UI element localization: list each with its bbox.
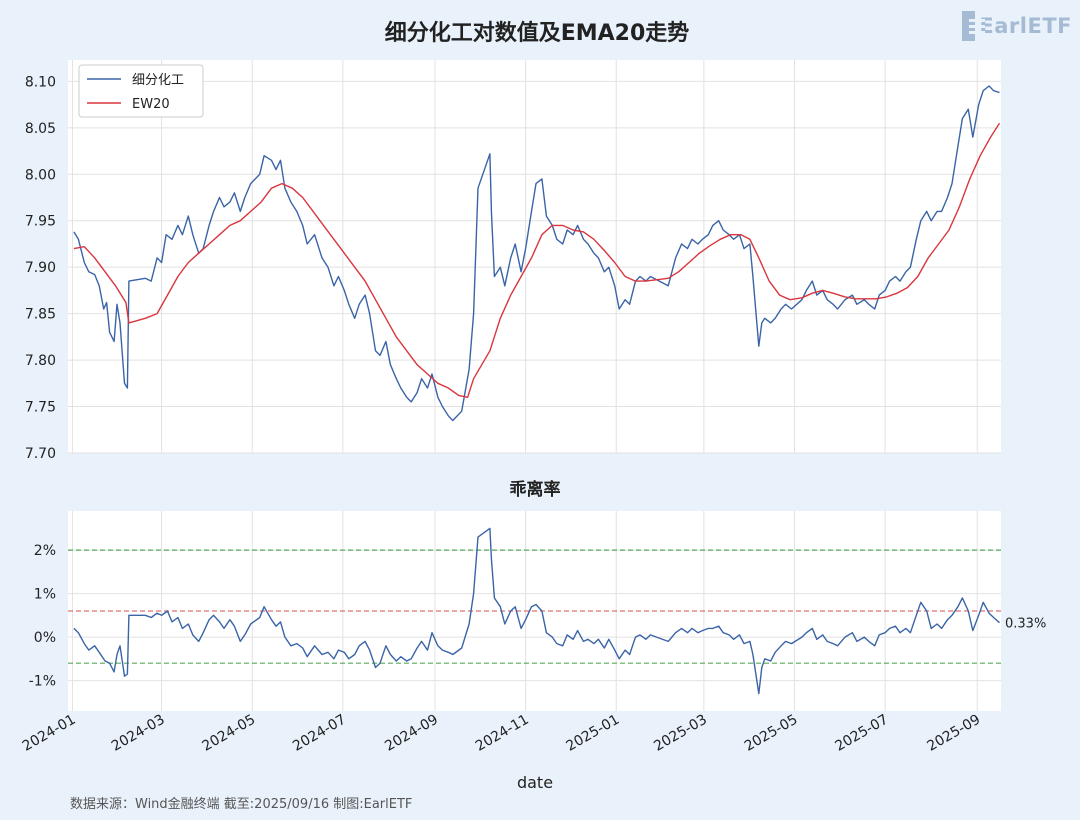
bias-y-axis: -1% 0% 1% 2% <box>29 543 56 689</box>
reference-lines <box>68 549 1001 664</box>
bias-panel: -1% 0% 1% 2% 0.33% <box>29 511 1046 711</box>
price-y-tick-label: 7.95 <box>25 214 56 230</box>
x-tick-label: 2025-01 <box>564 712 623 755</box>
last-value-label: 0.33% <box>1005 617 1046 632</box>
price-panel: 7.70 7.75 7.80 7.85 7.90 7.95 8.00 8.05 8.10 细分化… <box>25 60 1001 462</box>
legend-box <box>78 64 204 118</box>
legend: 细分化工 EW20 <box>78 64 204 118</box>
x-axis: 2024-01 2024-03 2024-05 2024-07 2024-09 2024-… <box>20 712 983 755</box>
x-tick-label: 2025-05 <box>742 712 801 755</box>
bias-y-tick-label: 1% <box>34 587 56 603</box>
series-line-xifen-huagong <box>73 85 1000 422</box>
x-axis-label: date <box>517 773 553 792</box>
bias-subtitle: 乖离率 <box>510 479 561 500</box>
price-y-axis: 7.70 7.75 7.80 7.85 7.90 7.95 8.00 8.05 8.10 <box>25 74 56 462</box>
earletf-logo: EarlETF <box>962 8 1072 44</box>
x-tick-label: 2024-09 <box>382 712 441 755</box>
x-tick-label: 2024-11 <box>473 712 532 755</box>
bias-lines <box>73 527 1000 695</box>
logo-icon <box>962 11 986 41</box>
price-y-tick-label: 7.75 <box>25 400 56 416</box>
price-y-tick-label: 7.85 <box>25 307 56 323</box>
x-tick-label: 2024-07 <box>290 712 349 755</box>
price-y-tick-label: 7.70 <box>25 446 56 462</box>
source-note: 数据来源：Wind金融终端 截至:2025/09/16 制图:EarlETF <box>70 796 412 812</box>
series-line-ew20 <box>73 122 1001 398</box>
legend-label-ema: EW20 <box>132 97 170 112</box>
x-tick-label: 2025-07 <box>832 712 891 755</box>
price-lines <box>73 85 1001 422</box>
x-tick-label: 2025-09 <box>925 712 984 755</box>
x-tick-label: 2024-01 <box>20 712 79 755</box>
logo-text: EarlETF <box>979 14 1072 38</box>
x-tick-label: 2025-03 <box>651 712 710 755</box>
bias-y-tick-label: 0% <box>34 630 56 646</box>
bias-y-tick-label: 2% <box>34 543 56 559</box>
chart-title: 细分化工对数值及EMA20走势 <box>385 20 690 46</box>
price-y-tick-label: 7.80 <box>25 353 56 369</box>
price-y-tick-label: 8.10 <box>25 74 56 90</box>
bias-line <box>73 527 1000 695</box>
price-y-tick-label: 8.05 <box>25 121 56 137</box>
x-tick-label: 2024-05 <box>200 712 259 755</box>
legend-label-series: 细分化工 <box>132 73 184 88</box>
price-y-tick-label: 7.90 <box>25 260 56 276</box>
x-tick-label: 2024-03 <box>109 712 168 755</box>
price-panel-background <box>68 60 1001 453</box>
bias-y-tick-label: -1% <box>29 674 56 690</box>
price-y-tick-label: 8.00 <box>25 167 56 183</box>
